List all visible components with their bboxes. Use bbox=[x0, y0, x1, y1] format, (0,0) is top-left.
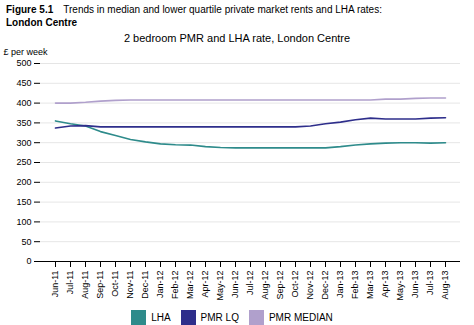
svg-text:Jun-11: Jun-11 bbox=[50, 271, 60, 298]
svg-text:Jul-12: Jul-12 bbox=[245, 271, 255, 296]
svg-text:150: 150 bbox=[16, 197, 31, 207]
svg-text:500: 500 bbox=[16, 58, 31, 68]
svg-text:Feb-13: Feb-13 bbox=[350, 271, 360, 300]
svg-text:450: 450 bbox=[16, 78, 31, 88]
svg-text:£ per week: £ per week bbox=[4, 47, 49, 57]
svg-text:Jan-13: Jan-13 bbox=[335, 271, 345, 299]
svg-text:Nov-11: Nov-11 bbox=[125, 271, 135, 299]
html-text:Figure 5.1: Figure 5.1 bbox=[6, 4, 54, 15]
svg-text:May-12: May-12 bbox=[215, 271, 225, 301]
svg-text:Jun-13: Jun-13 bbox=[410, 271, 420, 299]
svg-text:Jun-12: Jun-12 bbox=[230, 271, 240, 299]
svg-text:400: 400 bbox=[16, 98, 31, 108]
html-text:Trends in median and lower qua: Trends in median and lower quartile priv… bbox=[63, 4, 382, 15]
svg-text:Dec-11: Dec-11 bbox=[140, 271, 150, 299]
svg-text:300: 300 bbox=[16, 138, 31, 148]
svg-text:Sep-11: Sep-11 bbox=[95, 271, 105, 299]
svg-text:Jul-13: Jul-13 bbox=[425, 271, 435, 296]
svg-text:200: 200 bbox=[16, 177, 31, 187]
svg-text:Apr-12: Apr-12 bbox=[200, 271, 210, 298]
svg-text:Dec-12: Dec-12 bbox=[320, 271, 330, 300]
svg-text:Feb-12: Feb-12 bbox=[170, 271, 180, 300]
svg-text:Jan-12: Jan-12 bbox=[155, 271, 165, 299]
svg-text:Apr-13: Apr-13 bbox=[380, 271, 390, 298]
svg-text:May-13: May-13 bbox=[395, 271, 405, 301]
html-text:PMR MEDIAN: PMR MEDIAN bbox=[268, 312, 333, 323]
svg-text:Aug-11: Aug-11 bbox=[80, 271, 90, 299]
html-text:2 bedroom PMR and LHA rate, Lo: 2 bedroom PMR and LHA rate, London Centr… bbox=[123, 32, 351, 44]
svg-text:350: 350 bbox=[16, 118, 31, 128]
html-text:London Centre: London Centre bbox=[6, 17, 78, 28]
svg-text:Oct-11: Oct-11 bbox=[110, 271, 120, 297]
svg-text:Aug-12: Aug-12 bbox=[260, 271, 270, 300]
html-text:PMR LQ: PMR LQ bbox=[200, 312, 239, 323]
svg-text:100: 100 bbox=[16, 217, 31, 227]
svg-text:50: 50 bbox=[21, 237, 31, 247]
html-text:LHA: LHA bbox=[151, 312, 171, 323]
svg-text:Aug-13: Aug-13 bbox=[440, 271, 450, 300]
svg-text:Oct-12: Oct-12 bbox=[290, 271, 300, 298]
svg-text:Mar-13: Mar-13 bbox=[365, 271, 375, 300]
svg-text:Jul-11: Jul-11 bbox=[65, 271, 75, 295]
svg-text:Sep-12: Sep-12 bbox=[275, 271, 285, 300]
svg-text:0: 0 bbox=[26, 256, 31, 266]
svg-text:250: 250 bbox=[16, 157, 31, 167]
svg-text:Nov-12: Nov-12 bbox=[305, 271, 315, 300]
svg-text:Mar-12: Mar-12 bbox=[185, 271, 195, 300]
